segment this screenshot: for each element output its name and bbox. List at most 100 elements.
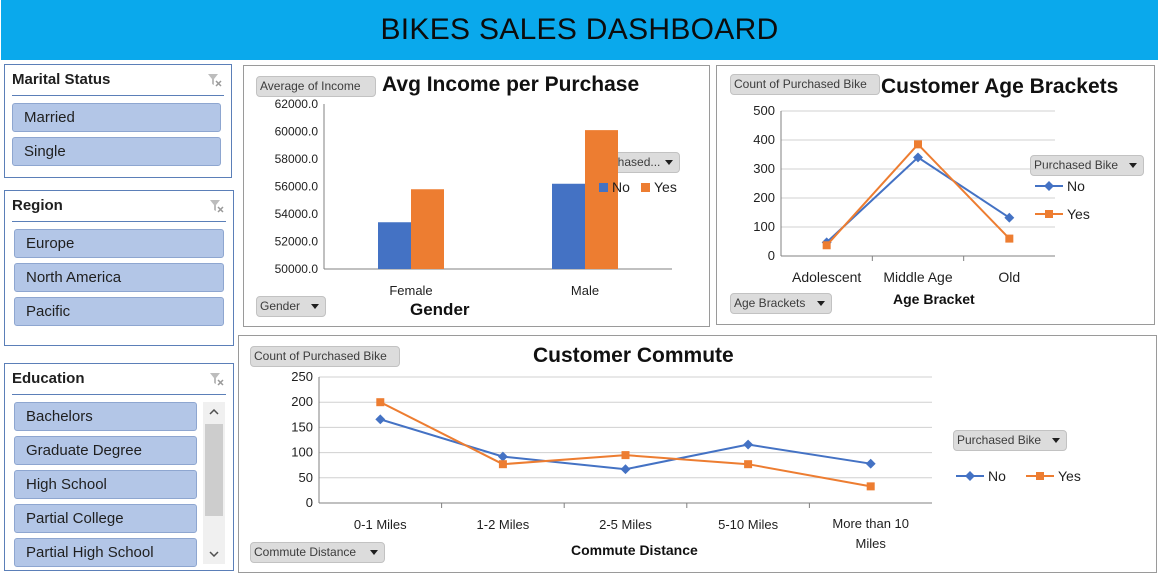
- slicer-title: Region: [12, 197, 63, 214]
- slicer-item-high-school[interactable]: High School: [14, 470, 197, 499]
- bar-yes: [585, 130, 618, 269]
- y-tick-label: 200: [291, 394, 313, 409]
- slicer-item-north-america[interactable]: North America: [14, 263, 224, 292]
- chart-title: Customer Commute: [533, 344, 734, 367]
- point-no: [620, 464, 631, 475]
- legend-label: Yes: [1067, 206, 1090, 222]
- axis-field-button[interactable]: Commute Distance: [250, 542, 385, 563]
- axis-field-label: Gender: [260, 299, 301, 313]
- chevron-down-icon: [370, 550, 378, 555]
- age-chart-panel: Count of Purchased Bike Customer Age Bra…: [716, 65, 1155, 325]
- x-axis-title: Gender: [410, 300, 470, 319]
- x-axis-title: Commute Distance: [571, 542, 698, 558]
- y-tick-label: 200: [753, 190, 775, 205]
- x-tick-label: Miles: [856, 536, 887, 551]
- point-yes: [498, 460, 507, 469]
- slicer-item-bachelors[interactable]: Bachelors: [14, 402, 197, 431]
- point-no: [865, 458, 876, 469]
- axis-field-button[interactable]: Gender: [256, 296, 326, 317]
- slicer-item-graduate-degree[interactable]: Graduate Degree: [14, 436, 197, 465]
- x-tick-label: Male: [571, 283, 599, 296]
- slicer-item-partial-college[interactable]: Partial College: [14, 504, 197, 533]
- y-tick-label: 60000.0: [275, 125, 319, 139]
- legend-field-button[interactable]: Purchased Bike: [953, 430, 1067, 451]
- scroll-thumb[interactable]: [205, 424, 223, 516]
- clear-filter-icon[interactable]: [209, 199, 224, 213]
- axis-field-label: Commute Distance: [254, 545, 357, 559]
- value-field-button[interactable]: Average of Income: [256, 76, 376, 97]
- y-tick-label: 54000.0: [275, 207, 319, 221]
- chevron-down-icon: [1129, 163, 1137, 168]
- legend-field-label: Purchased Bike: [957, 433, 1042, 447]
- slicer-item-married[interactable]: Married: [12, 103, 221, 132]
- commute-chart-plot: 0 50 100 150 200 250 0-1 Miles 1-2 Miles 2-5 Mil…: [291, 369, 1081, 551]
- point-yes: [822, 241, 831, 250]
- slicer-item-single[interactable]: Single: [12, 137, 221, 166]
- x-tick-label: 5-10 Miles: [718, 517, 778, 532]
- slicer-education: Education Bachelors Graduate Degree High…: [4, 363, 234, 571]
- x-tick-label: 0-1 Miles: [354, 517, 407, 532]
- bar-no: [552, 183, 585, 269]
- legend-label: Yes: [1058, 468, 1081, 484]
- age-chart-plot: 0 100 200 300 400 500 Adolescent Middle Age Old N…: [753, 103, 1090, 285]
- y-tick-label: 300: [753, 161, 775, 176]
- x-tick-label: Old: [998, 269, 1020, 285]
- dashboard-title: BIKES SALES DASHBOARD: [380, 13, 779, 46]
- bar-no: [378, 222, 411, 269]
- legend-label: No: [612, 179, 630, 195]
- slicer-header: Region: [12, 191, 226, 222]
- point-no: [375, 414, 386, 425]
- point-yes: [866, 482, 875, 491]
- chart-title: Customer Age Brackets: [881, 75, 1119, 98]
- chevron-down-icon: [665, 160, 673, 165]
- slicer-header: Marital Status: [12, 65, 224, 96]
- value-field-button[interactable]: Count of Purchased Bike: [730, 74, 880, 95]
- scroll-down-icon[interactable]: [203, 544, 225, 564]
- slicer-scrollbar[interactable]: [203, 402, 225, 564]
- clear-filter-icon[interactable]: [209, 372, 224, 386]
- clear-filter-icon[interactable]: [207, 73, 222, 87]
- commute-chart-panel: Count of Purchased Bike Customer Commute…: [238, 335, 1157, 573]
- legend-marker-no: [1044, 181, 1054, 191]
- series-line-no: [380, 418, 871, 471]
- legend-marker-no: [965, 471, 975, 481]
- x-tick-label: Middle Age: [883, 269, 952, 285]
- chevron-down-icon: [311, 304, 319, 309]
- legend-field-label: Purchased Bike: [1034, 158, 1119, 172]
- y-tick-label: 250: [291, 369, 313, 384]
- bar-yes: [411, 189, 444, 269]
- y-tick-label: 0: [306, 495, 313, 510]
- value-field-button[interactable]: Count of Purchased Bike: [250, 346, 400, 367]
- chevron-down-icon: [817, 301, 825, 306]
- slicer-item-europe[interactable]: Europe: [14, 229, 224, 258]
- y-tick-label: 400: [753, 132, 775, 147]
- legend-field-button[interactable]: Purchased Bike: [1030, 155, 1144, 176]
- y-tick-label: 62000.0: [275, 97, 319, 111]
- legend-marker-yes: [1036, 472, 1044, 480]
- chevron-down-icon: [1052, 438, 1060, 443]
- legend-label: Yes: [654, 179, 677, 195]
- y-tick-label: 56000.0: [275, 180, 319, 194]
- legend-label: No: [988, 468, 1006, 484]
- y-tick-label: 500: [753, 103, 775, 118]
- axis-field-button[interactable]: Age Brackets: [730, 293, 832, 314]
- y-tick-label: 52000.0: [275, 235, 319, 249]
- income-chart-panel: Average of Income Avg Income per Purchas…: [243, 65, 710, 327]
- slicer-title: Marital Status: [12, 71, 111, 88]
- y-tick-label: 0: [768, 248, 775, 263]
- dashboard-title-bar: BIKES SALES DASHBOARD: [1, 0, 1158, 60]
- point-yes: [1005, 234, 1014, 243]
- point-yes: [914, 140, 922, 149]
- point-yes: [621, 451, 630, 460]
- y-tick-label: 100: [291, 445, 313, 460]
- x-tick-label: 1-2 Miles: [477, 517, 530, 532]
- scroll-up-icon[interactable]: [203, 402, 225, 422]
- slicer-item-partial-high-school[interactable]: Partial High School: [14, 538, 197, 567]
- slicer-item-pacific[interactable]: Pacific: [14, 297, 224, 326]
- legend-swatch-yes: [641, 183, 650, 192]
- slicer-region: Region Europe North America Pacific: [4, 190, 234, 346]
- slicer-marital-status: Marital Status Married Single: [4, 64, 232, 178]
- point-yes: [744, 460, 753, 469]
- y-tick-label: 50: [299, 470, 313, 485]
- x-tick-label: More than 10: [832, 516, 909, 531]
